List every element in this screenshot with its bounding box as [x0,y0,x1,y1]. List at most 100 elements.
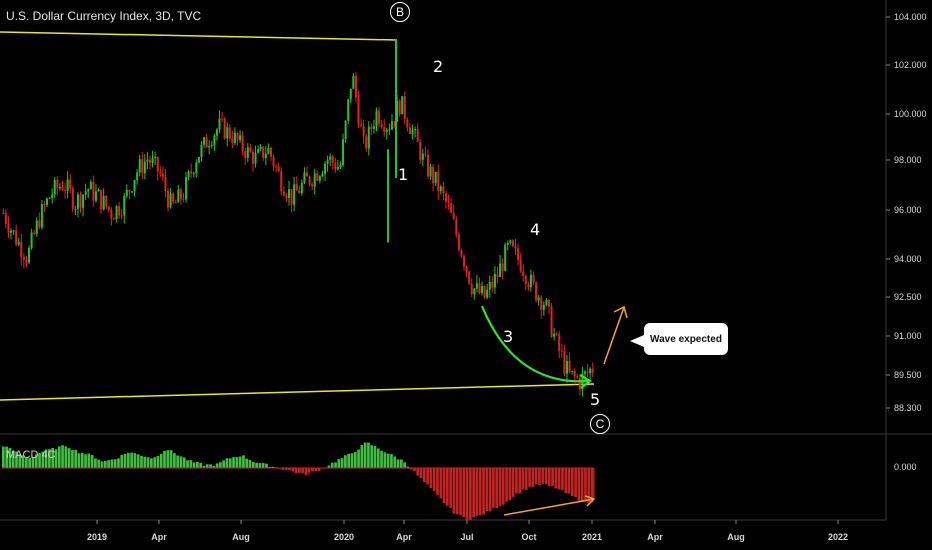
candle-body [84,191,87,195]
candle-body [38,220,41,228]
candle-body [226,127,229,139]
candle-body [112,218,115,220]
price-tick-label: 100.000 [894,109,927,119]
candle-body [414,129,417,131]
candle-body [130,191,133,193]
candle-body [303,172,306,183]
candle-body [195,162,198,174]
macd-bar [528,468,531,487]
macd-bar [350,453,354,468]
macd-bar [5,446,8,468]
macd-bar [74,449,78,468]
candle-body [179,189,182,200]
macd-bar [360,444,364,468]
price-tick-label: 91.000 [894,331,922,341]
macd-bar [304,468,308,475]
candle-body [40,204,43,228]
macd-bar [409,468,413,470]
macd-bar [212,465,216,468]
macd-bar [133,453,137,468]
wave-label-B: B [390,2,410,22]
candle-body [74,209,77,211]
candle-body [87,189,90,192]
macd-bar [251,462,255,468]
candle-body [442,186,445,194]
candle-body [501,263,504,271]
macd-bar [396,459,400,468]
wave-label-1: 1 [398,165,409,184]
candle-body [550,306,553,337]
candle-body [483,286,486,298]
candle-body [586,371,589,374]
candle-body [578,377,581,390]
candle-body [66,179,69,191]
candle-body [509,240,512,243]
macd-divergence-arrow [503,498,595,516]
candle-body [573,370,576,377]
candle-body [455,219,458,235]
macd-bar [521,468,525,490]
candle-body [151,158,154,163]
candle-body [339,165,342,168]
macd-bar [242,455,245,468]
macd-bar [130,452,133,468]
macd-bar [268,466,272,468]
macd-bar [518,468,522,494]
macd-bar [90,455,94,468]
candle-body [432,166,435,184]
price-tick-label: 102.000 [894,60,927,70]
macd-bar [235,457,239,468]
macd-bar [347,453,351,468]
macd-bar [557,468,561,490]
macd-bar [261,462,265,468]
candle-body [285,195,288,199]
candle-body [470,283,473,295]
macd-bar [446,468,449,506]
macd-bar [284,468,288,470]
macd-bar [429,468,433,489]
macd-bar [531,468,535,488]
macd-bar [77,453,81,468]
candle-body [264,153,267,159]
candle-body [352,75,355,89]
macd-bar [370,445,374,468]
candle-body [192,173,195,175]
macd-bar [317,468,321,472]
candle-body [215,129,218,136]
candle-body [522,271,525,276]
candle-body [269,147,272,157]
candle-body [143,161,146,174]
candle-body [486,289,489,298]
macd-bar [2,446,5,468]
candle-body [280,171,283,192]
macd-bar [577,468,581,501]
candle-body [565,360,568,374]
candle-body [92,181,95,201]
price-tick-label: 92.500 [894,292,922,302]
macd-bar [547,468,551,486]
candle-body [560,350,563,352]
candle-body [35,220,38,234]
upper-trendline [0,31,398,41]
macd-bar [120,454,124,468]
candle-body [267,147,270,154]
macd-bar [34,454,38,468]
candle-body [591,368,594,373]
candle-body [213,135,216,146]
macd-bar [228,458,232,468]
time-tick-label: Apr [396,532,412,542]
macd-bar [436,468,439,495]
candle-body [249,147,252,152]
macd-bar [258,463,262,468]
candle-body [545,300,548,305]
candle-body [437,171,440,192]
macd-bar [199,462,203,468]
macd-bar [298,468,301,473]
macd-bar [422,468,426,483]
macd-bar [570,468,574,497]
candle-body [46,198,49,206]
candle-body [61,187,64,190]
macd-bar [538,468,541,485]
candle-body [257,149,260,153]
